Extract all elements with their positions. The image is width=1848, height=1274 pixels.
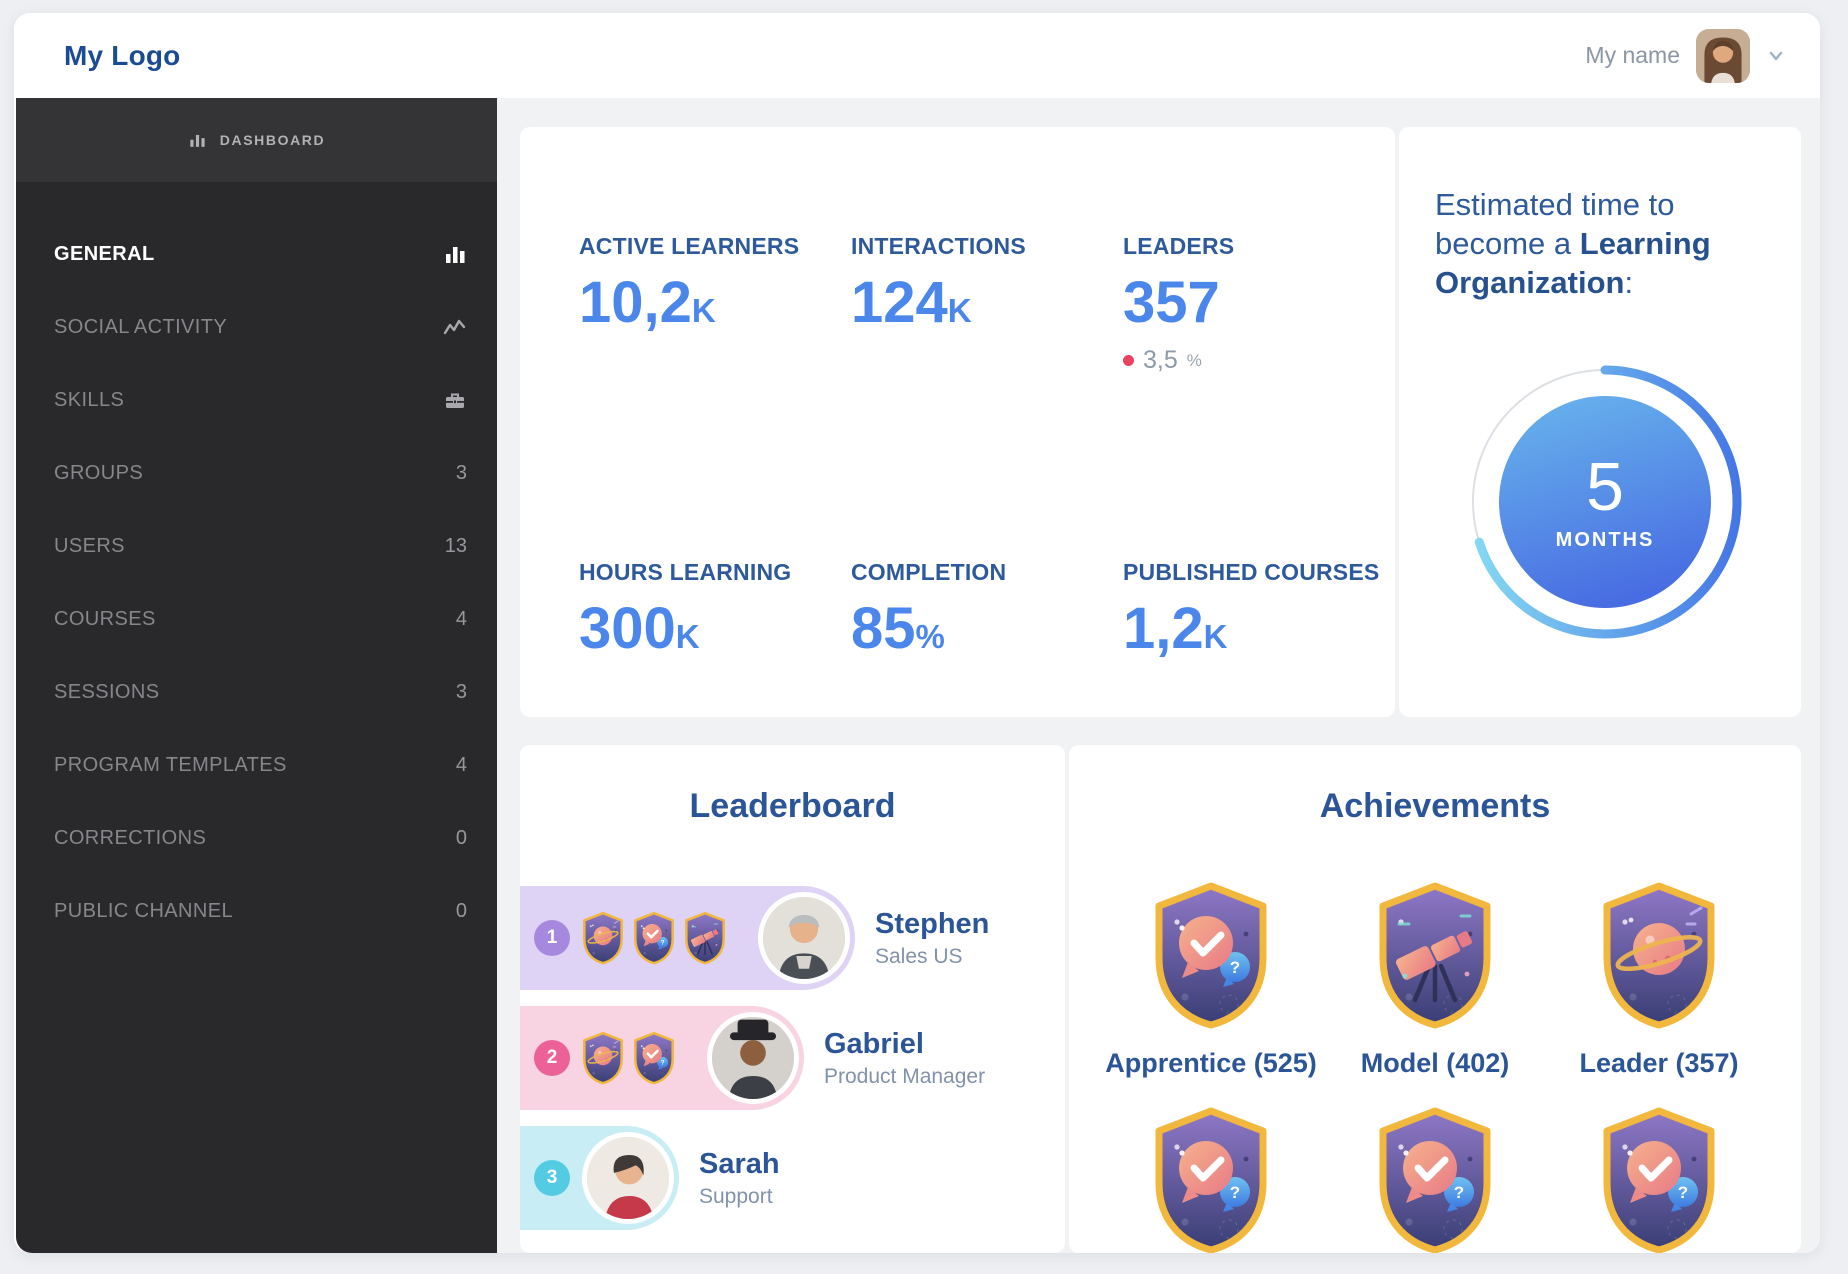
avatar xyxy=(582,1132,674,1224)
avatar xyxy=(707,1012,799,1104)
achievements-card: Achievements Apprentice (525) Model (402… xyxy=(1069,745,1801,1253)
avatar-photo xyxy=(763,897,845,979)
avatar-photo xyxy=(587,1137,669,1219)
estimated-time-title: Estimated time to become a Learning Orga… xyxy=(1435,187,1711,300)
achievement-apprentice: Apprentice (525) xyxy=(1100,880,1322,1079)
stat-hours-learning: HOURS LEARNING 300K xyxy=(579,559,792,661)
sidebar-count: 4 xyxy=(455,608,467,630)
badge-shields xyxy=(580,911,728,965)
activity-icon xyxy=(443,319,466,334)
leaderboard-title: Leaderboard xyxy=(689,787,896,825)
sidebar-menu: GENERAL SOCIAL ACTIVITY SKILLS xyxy=(16,182,497,948)
achievement-shield xyxy=(1548,1105,1770,1253)
leaderboard-pill: 1 xyxy=(520,886,855,990)
sidebar-dashboard-label: DASHBOARD xyxy=(219,132,326,148)
sidebar-count: 3 xyxy=(455,681,467,703)
progress-ring xyxy=(1468,365,1742,639)
sidebar-item-dashboard[interactable]: DASHBOARD xyxy=(16,98,497,182)
leaderboard-pill: 2 xyxy=(520,1006,804,1110)
rank-badge: 1 xyxy=(534,920,570,956)
leaderboard-person: Gabriel Product Manager xyxy=(824,1027,986,1088)
badge-shields xyxy=(580,1031,677,1085)
leaderboard-row-3[interactable]: 3 Sarah Support xyxy=(520,1126,1065,1230)
leaderboard-row-1[interactable]: 1 xyxy=(520,886,1065,990)
app-window: My Logo My name DASHBOARD xyxy=(14,13,1820,1253)
check-bubble-shield-icon xyxy=(1147,880,1275,1030)
sidebar-item-courses[interactable]: COURSES 4 xyxy=(54,608,467,630)
bar-chart-icon xyxy=(190,134,205,147)
stats-card: ACTIVE LEARNERS 10,2K INTERACTIONS 124K … xyxy=(520,127,1395,717)
stat-published-courses: PUBLISHED COURSES 1,2K xyxy=(1123,559,1380,661)
sidebar-item-skills[interactable]: SKILLS xyxy=(16,364,497,437)
sidebar-count: 0 xyxy=(455,900,467,922)
briefcase-icon xyxy=(446,393,464,408)
months-progress-gauge: 5 MONTHS xyxy=(1465,362,1745,642)
sidebar-item-corrections[interactable]: CORRECTIONS 0 xyxy=(54,827,467,849)
app-logo: My Logo xyxy=(64,39,181,71)
check-bubble-shield-icon xyxy=(1147,1105,1275,1253)
achievement-model: Model (402) xyxy=(1324,880,1546,1079)
sidebar-count: 13 xyxy=(444,535,467,557)
sidebar-item-general[interactable]: GENERAL xyxy=(16,218,497,291)
achievements-title: Achievements xyxy=(1319,787,1551,825)
estimated-time-card: Estimated time to become a Learning Orga… xyxy=(1399,127,1801,717)
leaderboard-list: 1 xyxy=(520,886,1065,1230)
check-bubble-shield-icon xyxy=(631,1031,677,1085)
telescope-shield-icon xyxy=(1371,880,1499,1030)
leaderboard-pill: 3 xyxy=(520,1126,679,1230)
planet-shield-icon xyxy=(580,911,626,965)
sidebar-item-groups[interactable]: GROUPS 3 xyxy=(54,462,467,484)
sidebar-item-social-activity[interactable]: SOCIAL ACTIVITY xyxy=(16,291,497,364)
planet-shield-icon xyxy=(1595,880,1723,1030)
avatar-photo xyxy=(712,1017,794,1099)
sidebar-count: 0 xyxy=(455,827,467,849)
sidebar-item-sessions[interactable]: SESSIONS 3 xyxy=(54,681,467,703)
leaderboard-person: Stephen Sales US xyxy=(875,907,990,968)
main-content: ACTIVE LEARNERS 10,2K INTERACTIONS 124K … xyxy=(497,98,1820,1253)
achievement-shield xyxy=(1100,1105,1322,1253)
planet-shield-icon xyxy=(580,1031,626,1085)
stat-active-learners: ACTIVE LEARNERS 10,2K xyxy=(579,233,800,335)
user-avatar[interactable] xyxy=(1696,28,1750,83)
achievement-leader: Leader (357) xyxy=(1548,880,1770,1079)
chevron-down-icon[interactable] xyxy=(1766,46,1786,66)
achievements-row-2 xyxy=(1069,1105,1801,1253)
stat-completion: COMPLETION 85% xyxy=(851,559,1007,661)
sidebar-item-program-templates[interactable]: PROGRAM TEMPLATES 4 xyxy=(54,754,467,776)
avatar xyxy=(758,892,850,984)
gauge-value: 5 MONTHS xyxy=(1555,448,1655,551)
check-bubble-shield-icon xyxy=(631,911,677,965)
top-bar: My Logo My name xyxy=(14,13,1820,98)
stat-leaders: LEADERS 357 3,5 % xyxy=(1123,233,1395,459)
sidebar-item-public-channel[interactable]: PUBLIC CHANNEL 0 xyxy=(54,900,467,922)
telescope-shield-icon xyxy=(682,911,728,965)
user-avatar-photo xyxy=(1696,28,1750,83)
user-name: My name xyxy=(1585,42,1680,68)
check-bubble-shield-icon xyxy=(1595,1105,1723,1253)
rank-badge: 2 xyxy=(534,1040,570,1076)
check-bubble-shield-icon xyxy=(1371,1105,1499,1253)
leaderboard-card: Leaderboard 1 xyxy=(520,745,1065,1253)
rank-badge: 3 xyxy=(534,1160,570,1196)
bar-chart-icon xyxy=(446,246,465,263)
sidebar-count: 3 xyxy=(455,462,467,484)
red-dot-icon xyxy=(1123,355,1134,366)
leaderboard-person: Sarah Support xyxy=(699,1147,780,1208)
achievements-row-1: Apprentice (525) Model (402) Leader (357… xyxy=(1069,880,1801,1079)
user-menu[interactable]: My name xyxy=(1585,28,1786,83)
sidebar: DASHBOARD GENERAL SOCIAL ACTIVITY SKILLS xyxy=(16,98,497,1253)
stat-interactions: INTERACTIONS 124K xyxy=(851,233,1026,335)
sidebar-count: 4 xyxy=(455,754,467,776)
achievement-shield xyxy=(1324,1105,1546,1253)
stat-leaders-delta: 3,5 % xyxy=(1123,346,1395,375)
leaderboard-row-2[interactable]: 2 xyxy=(520,1006,1065,1110)
sidebar-item-users[interactable]: USERS 13 xyxy=(54,535,467,557)
